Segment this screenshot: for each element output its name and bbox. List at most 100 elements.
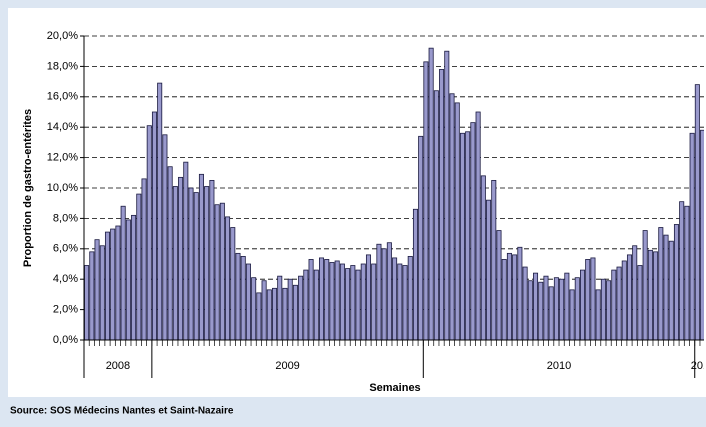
bar [465, 131, 471, 341]
bar [235, 252, 241, 341]
bar [433, 90, 439, 341]
bar [412, 208, 418, 341]
y-tick-label: 0,0% [53, 334, 78, 346]
bar [574, 277, 580, 341]
bar [585, 259, 591, 341]
bar [193, 192, 199, 341]
bar [522, 266, 528, 341]
bar [663, 234, 669, 341]
bar [256, 292, 262, 341]
bar [120, 205, 126, 341]
bar [188, 187, 194, 341]
bar [590, 257, 596, 341]
y-tick-label: 10,0% [47, 182, 78, 194]
bar [167, 166, 173, 341]
bar [506, 252, 512, 341]
bar [94, 239, 100, 341]
bar [501, 259, 507, 341]
bar [402, 265, 408, 341]
year-label: 2009 [275, 360, 299, 372]
x-axis-title: Semaines [369, 382, 420, 394]
bar [496, 230, 502, 341]
bar [480, 175, 486, 341]
bar [491, 179, 497, 341]
y-tick-label: 4,0% [53, 273, 78, 285]
bar [689, 132, 695, 341]
bar [324, 259, 330, 341]
y-tick-label: 14,0% [47, 121, 78, 133]
bar [183, 161, 189, 341]
y-tick-label: 20,0% [47, 30, 78, 42]
bar [475, 111, 481, 341]
bar [141, 178, 147, 341]
bar [214, 204, 220, 341]
y-tick-label: 2,0% [53, 304, 78, 316]
bar [694, 84, 700, 341]
bar [230, 227, 236, 341]
bar [209, 179, 215, 341]
bar [611, 269, 617, 341]
bar [512, 254, 518, 341]
year-label: 2008 [106, 360, 130, 372]
bar [684, 205, 690, 341]
bar [115, 225, 121, 341]
bar [533, 272, 539, 341]
plot: 2008 2009 2010 2011 [80, 35, 704, 378]
bar [439, 69, 445, 341]
bar [329, 262, 335, 341]
bar [407, 255, 413, 341]
bar [454, 102, 460, 341]
bar [673, 224, 679, 341]
bar [538, 281, 544, 341]
bar [360, 263, 366, 341]
source: Source: SOS Médecins Nantes et Saint-Naz… [10, 406, 234, 417]
bar [668, 240, 674, 341]
y-tick-label: 8,0% [53, 212, 78, 224]
bar [277, 275, 283, 341]
bar [125, 219, 131, 341]
bar [272, 287, 278, 341]
bar [219, 202, 225, 341]
y-tick-label: 18,0% [47, 60, 78, 72]
bar [428, 47, 434, 341]
bar [486, 199, 492, 341]
bar [376, 243, 382, 341]
bar [559, 278, 565, 341]
bar [527, 280, 533, 341]
bar [303, 269, 309, 341]
bar [517, 246, 523, 341]
bar [606, 280, 612, 341]
bar [444, 50, 450, 341]
bar [245, 263, 251, 341]
bar [580, 269, 586, 341]
bar [658, 227, 664, 341]
bar [308, 259, 314, 341]
bar [553, 277, 559, 341]
bar [371, 263, 377, 341]
bar [386, 242, 392, 341]
bar [626, 254, 633, 341]
bar [104, 231, 110, 341]
bar [449, 93, 455, 341]
bar [595, 289, 601, 341]
bar [282, 287, 288, 341]
bar [647, 249, 653, 341]
bar [313, 269, 319, 341]
bar [261, 280, 267, 341]
bar [157, 82, 163, 341]
bar [84, 265, 90, 341]
bar [146, 125, 152, 341]
bar [418, 135, 424, 341]
bar [470, 122, 476, 341]
bar [292, 284, 298, 341]
bar [240, 255, 246, 341]
bar [642, 230, 648, 341]
bar [287, 278, 293, 341]
bar [345, 268, 351, 341]
bar [162, 134, 168, 341]
bar [225, 216, 231, 341]
bar [131, 214, 137, 341]
bar [298, 275, 304, 341]
bar [318, 257, 325, 341]
